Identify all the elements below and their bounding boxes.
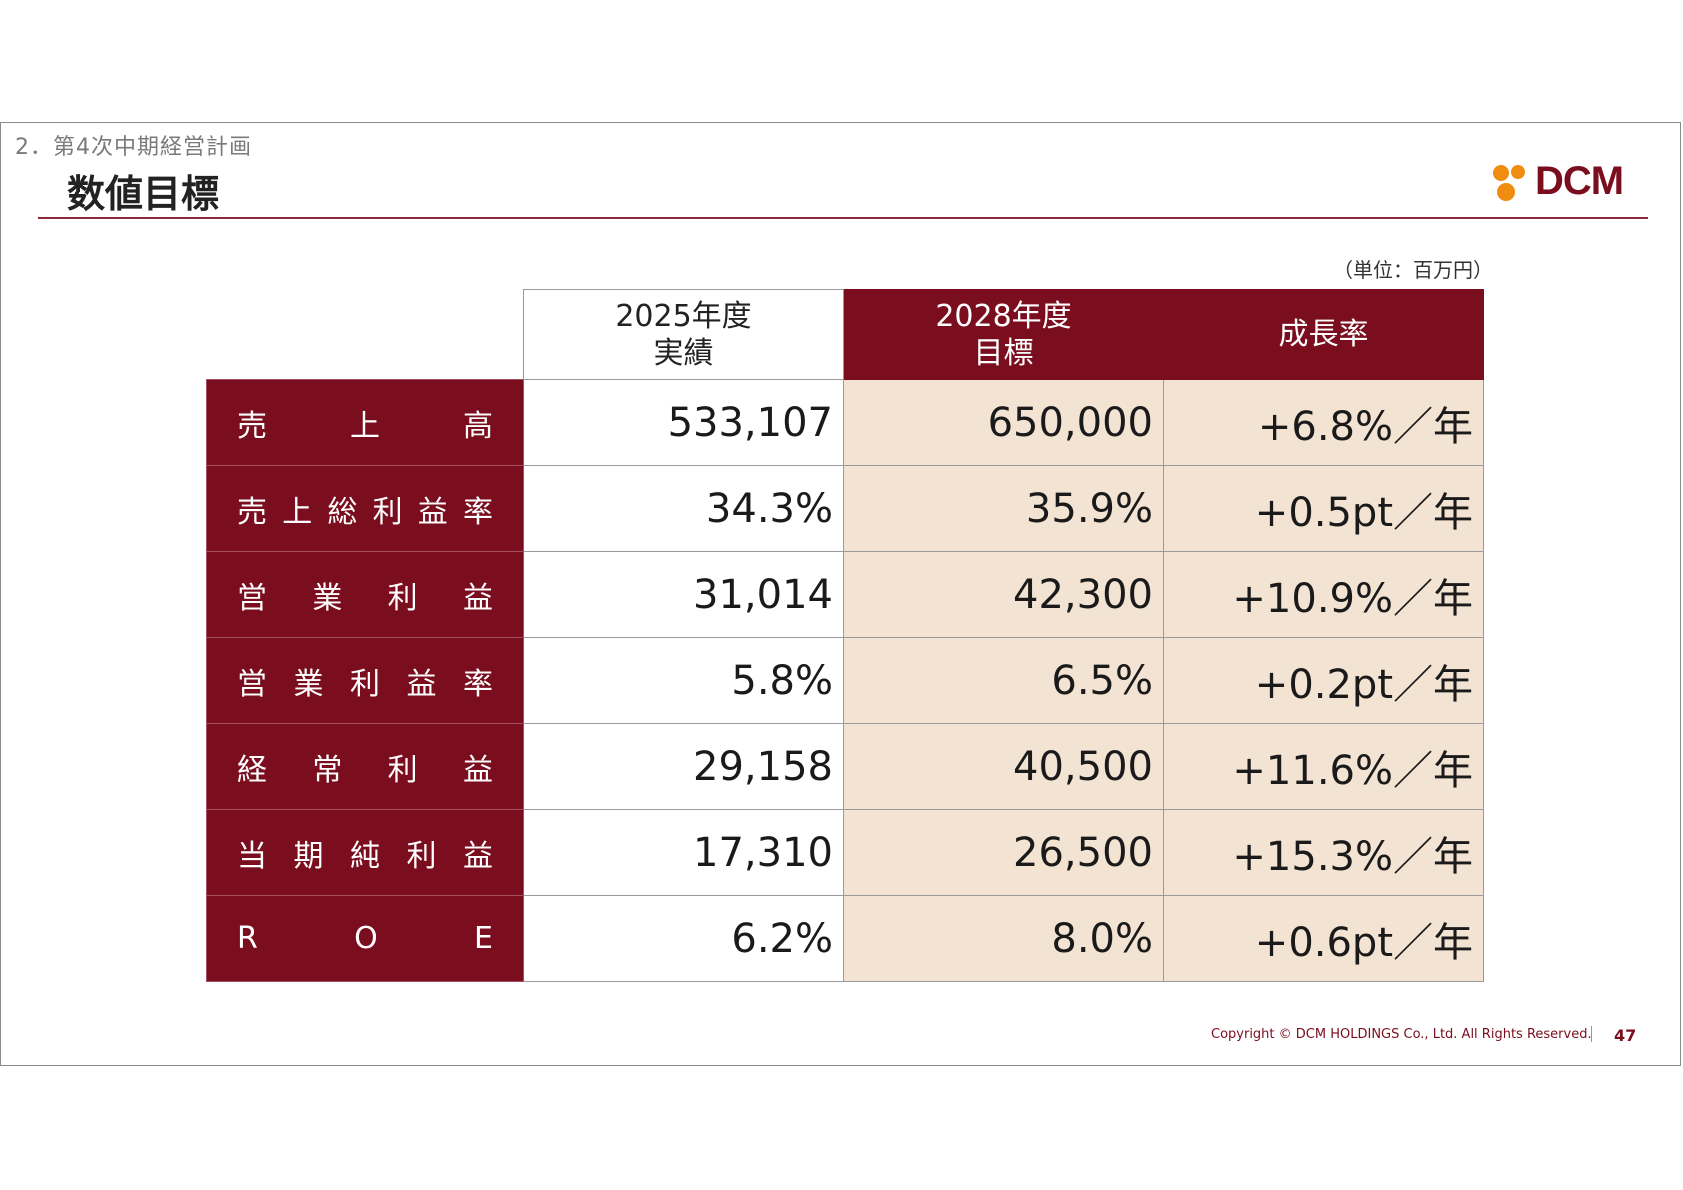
cell-2025-actual: 5.8% bbox=[523, 637, 844, 724]
cell-2025-actual: 29,158 bbox=[523, 723, 844, 810]
row-label-char: 率 bbox=[462, 494, 493, 530]
row-label-char: O bbox=[354, 921, 378, 956]
cell-2028-target: 42,300 bbox=[843, 551, 1164, 638]
row-label-char: 高 bbox=[463, 408, 493, 444]
row-label-char: 営 bbox=[237, 666, 267, 702]
header-row: 2025年度 実績 2028年度 目標 成長率 bbox=[207, 289, 1484, 380]
table-row: 営業利益率 5.8% 6.5% +0.2pt／年 bbox=[206, 637, 1484, 724]
cell-growth-rate: +0.5pt／年 bbox=[1163, 465, 1484, 552]
row-label: 当期純利益 bbox=[206, 809, 524, 896]
row-label-char: 当 bbox=[237, 838, 267, 874]
row-label-char: 純 bbox=[350, 838, 380, 874]
row-label-char: 業 bbox=[293, 666, 324, 702]
row-label-char: R bbox=[237, 921, 258, 956]
row-label: 売上高 bbox=[206, 379, 524, 466]
table-row: 当期純利益 17,310 26,500 +15.3%／年 bbox=[206, 809, 1484, 896]
row-label-char: 上 bbox=[282, 494, 313, 530]
row-label-char: E bbox=[474, 921, 493, 956]
cell-2025-actual: 533,107 bbox=[523, 379, 844, 466]
cell-2025-actual: 31,014 bbox=[523, 551, 844, 638]
footer-divider bbox=[1591, 1026, 1592, 1042]
page-number: 47 bbox=[1614, 1026, 1637, 1045]
row-label-char: 売 bbox=[237, 494, 267, 530]
cell-growth-rate: +0.2pt／年 bbox=[1163, 637, 1484, 724]
row-label: 営業利益率 bbox=[206, 637, 524, 724]
row-label-char: 売 bbox=[237, 408, 267, 444]
row-label-char: 経 bbox=[237, 752, 267, 788]
cell-2028-target: 8.0% bbox=[843, 895, 1164, 982]
logo-dots-icon bbox=[1493, 163, 1533, 203]
title-divider bbox=[38, 217, 1648, 219]
col-header-growth-rate: 成長率 bbox=[1163, 289, 1484, 380]
row-label-char: 営 bbox=[237, 580, 267, 616]
row-label-char: 期 bbox=[293, 838, 324, 874]
table-row: 経 常 利 益 29,158 40,500 +11.6%／年 bbox=[206, 723, 1484, 810]
table-row: 営 業 利 益 31,014 42,300 +10.9%／年 bbox=[206, 551, 1484, 638]
row-label-char: 上 bbox=[350, 408, 380, 444]
cell-2025-actual: 34.3% bbox=[523, 465, 844, 552]
row-label-char: 利 bbox=[406, 838, 437, 874]
row-label-char: 利 bbox=[350, 666, 380, 702]
row-label-char: 益 bbox=[462, 580, 493, 616]
row-label-char: 益 bbox=[462, 752, 493, 788]
table-row: 売上総利益率 34.3% 35.9% +0.5pt／年 bbox=[206, 465, 1484, 552]
row-label-char: 利 bbox=[372, 494, 403, 530]
col-header-2025-actual: 2025年度 実績 bbox=[523, 289, 844, 380]
logo-text: DCM bbox=[1535, 159, 1624, 203]
row-label-char: 益 bbox=[406, 666, 437, 702]
cell-2028-target: 35.9% bbox=[843, 465, 1164, 552]
table-row: R O E 6.2% 8.0% +0.6pt／年 bbox=[206, 895, 1484, 982]
cell-2028-target: 650,000 bbox=[843, 379, 1164, 466]
row-label-char: 常 bbox=[312, 752, 343, 788]
slide: 2．第4次中期経営計画 数値目標 DCM （単位：百万円） 2025年度 実績 … bbox=[0, 122, 1681, 1066]
row-label: 売上総利益率 bbox=[206, 465, 524, 552]
table-row: 売 上 高 533,107 650,000 +6.8%／年 bbox=[206, 379, 1484, 466]
copyright-text: Copyright © DCM HOLDINGS Co., Ltd. All R… bbox=[1211, 1027, 1592, 1042]
row-label: 経常利益 bbox=[206, 723, 524, 810]
cell-2025-actual: 17,310 bbox=[523, 809, 844, 896]
cell-growth-rate: +11.6%／年 bbox=[1163, 723, 1484, 810]
cell-2028-target: 6.5% bbox=[843, 637, 1164, 724]
row-label-char: 利 bbox=[387, 752, 418, 788]
unit-note: （単位：百万円） bbox=[1333, 258, 1493, 282]
row-label-char: 益 bbox=[463, 838, 493, 874]
row-label-char: 率 bbox=[463, 666, 493, 702]
cell-2028-target: 40,500 bbox=[843, 723, 1164, 810]
row-label-char: 益 bbox=[417, 494, 448, 530]
targets-table: 2025年度 実績 2028年度 目標 成長率 売上高 533,107 650,00… bbox=[206, 289, 1484, 982]
cell-growth-rate: +15.3%／年 bbox=[1163, 809, 1484, 896]
row-label-char: 総 bbox=[327, 494, 358, 530]
row-label-char: 利 bbox=[387, 580, 418, 616]
cell-2028-target: 26,500 bbox=[843, 809, 1164, 896]
cell-growth-rate: +6.8%／年 bbox=[1163, 379, 1484, 466]
cell-2025-actual: 6.2% bbox=[523, 895, 844, 982]
row-label-char: 業 bbox=[312, 580, 343, 616]
section-label: 2．第4次中期経営計画 bbox=[15, 135, 252, 160]
page-title: 数値目標 bbox=[67, 172, 220, 216]
dcm-logo: DCM bbox=[1493, 159, 1643, 205]
row-label: 営業利益 bbox=[206, 551, 524, 638]
header-empty-cell bbox=[207, 290, 524, 380]
cell-growth-rate: +0.6pt／年 bbox=[1163, 895, 1484, 982]
col-header-2028-target: 2028年度 目標 bbox=[843, 289, 1164, 380]
cell-growth-rate: +10.9%／年 bbox=[1163, 551, 1484, 638]
